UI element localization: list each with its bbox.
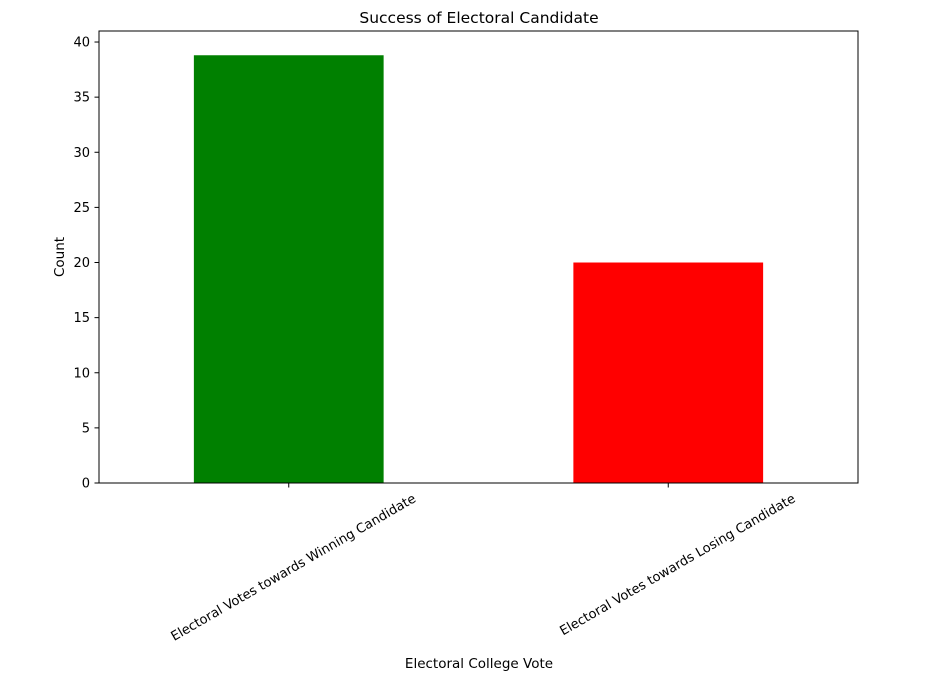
y-tick-label: 40 bbox=[73, 36, 90, 51]
y-tick-label: 20 bbox=[73, 256, 90, 271]
x-axis: Electoral Votes towards Winning Candidat… bbox=[169, 483, 799, 645]
y-tick-label: 15 bbox=[73, 311, 90, 326]
y-axis: 0 5 10 15 20 25 30 35 40 bbox=[73, 36, 99, 492]
y-tick-label: 5 bbox=[82, 421, 90, 436]
y-tick-label: 30 bbox=[73, 146, 90, 161]
y-tick-label: 10 bbox=[73, 366, 90, 381]
x-axis-label: Electoral College Vote bbox=[405, 656, 553, 672]
bars-layer bbox=[193, 55, 764, 483]
chart-title: Success of Electoral Candidate bbox=[359, 9, 598, 27]
y-tick-label: 35 bbox=[73, 91, 90, 106]
plot-frame bbox=[98, 30, 859, 484]
x-tick-label: Electoral Votes towards Winning Candidat… bbox=[169, 491, 419, 644]
x-tick-label: Electoral Votes towards Losing Candidate bbox=[558, 491, 799, 639]
y-axis-label: Count bbox=[52, 237, 68, 277]
bar-0 bbox=[193, 55, 384, 483]
y-tick-label: 0 bbox=[82, 477, 90, 492]
y-tick-label: 25 bbox=[73, 201, 90, 216]
bar-1 bbox=[573, 262, 764, 483]
